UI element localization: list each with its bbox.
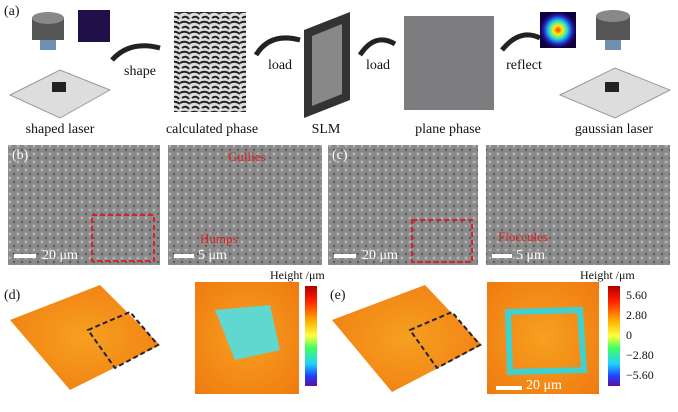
caption: gaussian laser: [575, 122, 653, 137]
caption: SLM: [312, 122, 341, 137]
height-map-3d: [10, 285, 160, 390]
height-map-3d: [332, 285, 482, 392]
zoom-box: [408, 310, 482, 370]
colorbar-tick-label: 2.80: [626, 308, 647, 322]
colorbar-tick-label: 0: [626, 328, 632, 342]
colorbar-tick-label: 5.60: [626, 288, 647, 302]
colorbar-title: Height /μm: [580, 268, 635, 282]
caption: shaped laser: [26, 122, 95, 137]
plane-phase-image: [404, 16, 494, 110]
annotation: Humps: [200, 231, 238, 246]
slm-screen: [312, 24, 342, 106]
scale-bar: [174, 254, 194, 258]
zoom-box: [411, 219, 473, 263]
annotation: Gullies: [228, 149, 266, 164]
sample-left: [8, 69, 112, 119]
colorbar-title: Height /μm: [270, 268, 325, 282]
scale-bar-label: 20 μm: [362, 248, 398, 263]
objective-left: [32, 12, 64, 50]
sample-pattern: [52, 82, 66, 92]
sample-right: [558, 67, 672, 119]
arrow-label: shape: [124, 64, 156, 79]
sem-image: [8, 145, 160, 265]
panel-label: (e): [330, 288, 346, 303]
caption: plane phase: [415, 122, 481, 137]
scale-bar: [492, 254, 512, 258]
arrow: [110, 43, 161, 62]
sem-zoom-image: [168, 145, 322, 265]
arrow: [357, 37, 397, 57]
panel-label: (b): [12, 148, 29, 163]
scale-bar-label: 5 μm: [198, 248, 227, 263]
colorbar-tick-label: −5.60: [626, 368, 654, 382]
colorbar: [608, 286, 620, 386]
objective-right: [596, 10, 630, 50]
colorbar-tick-label: −2.80: [626, 348, 654, 362]
arrow-label: reflect: [506, 58, 542, 73]
arrow-label: load: [268, 58, 292, 73]
arrow-label: load: [366, 58, 390, 73]
scale-bar-label: 20 μm: [526, 378, 562, 393]
shaped-beam-image: [78, 10, 110, 42]
colorbar-ticks: 5.60 2.80 0 −2.80 −5.60: [626, 288, 654, 382]
sample-pattern: [605, 82, 619, 92]
sem-zoom-image: [486, 145, 670, 265]
calculated-phase-image: [174, 12, 246, 112]
scale-bar-label: 20 μm: [42, 248, 78, 263]
arrow: [253, 35, 301, 57]
height-feature: [215, 305, 280, 360]
panel-label: (c): [332, 148, 348, 163]
panel-label: (d): [4, 288, 21, 303]
height-feature: [504, 306, 588, 376]
zoom-box: [86, 310, 160, 370]
panel-label: (a): [4, 4, 20, 19]
sem-image: [328, 145, 478, 265]
scale-bar: [334, 254, 356, 258]
scale-bar-label: 5 μm: [516, 248, 545, 263]
arrow: [500, 32, 542, 52]
annotation: Floccules: [498, 229, 548, 244]
caption: calculated phase: [166, 122, 258, 137]
scale-bar: [496, 386, 522, 390]
scale-bar: [14, 254, 36, 258]
zoom-box: [91, 214, 155, 262]
gaussian-beam-image: [540, 12, 576, 48]
colorbar: [305, 286, 317, 386]
